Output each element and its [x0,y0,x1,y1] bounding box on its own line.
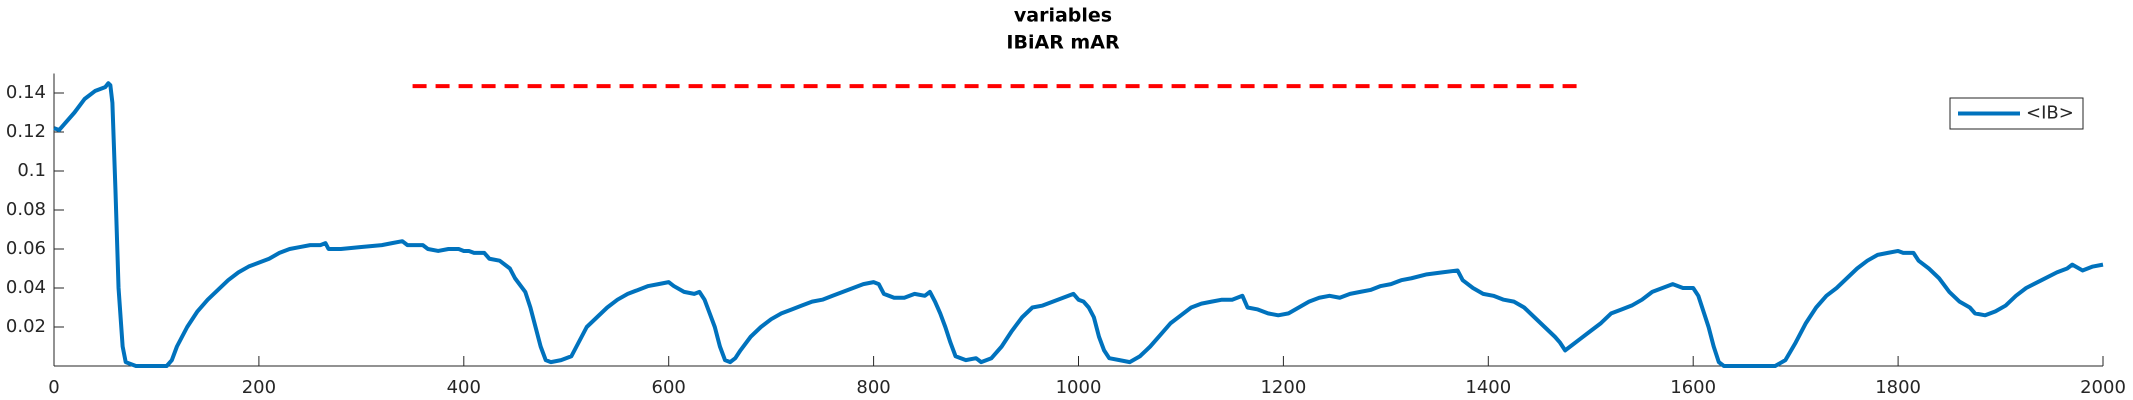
x-tick-label: 2000 [2080,377,2126,398]
x-tick-label: 400 [447,377,481,398]
y-tick-label: 0.06 [6,238,46,259]
y-tick-label: 0.04 [6,277,46,298]
x-tick-label: 800 [856,377,890,398]
chart-title: IBiAR mAR [1006,32,1120,54]
y-tick-label: 0.14 [6,82,46,103]
x-tick-label: 1600 [1670,377,1716,398]
y-tick-label: 0.12 [6,121,46,142]
y-tick-label: 0.1 [17,160,46,181]
x-tick-label: 1000 [1056,377,1102,398]
x-tick-label: 0 [48,377,59,398]
x-tick-label: 200 [242,377,276,398]
y-tick-label: 0.02 [6,316,46,337]
x-tick-label: 1400 [1465,377,1511,398]
chart-title: variables [1014,5,1112,27]
data-line [53,81,2104,368]
legend-label: <IB> [2026,103,2074,124]
y-tick-label: 0.08 [6,199,46,220]
x-tick-label: 600 [652,377,686,398]
x-tick-label: 1200 [1260,377,1306,398]
x-tick-label: 1800 [1875,377,1921,398]
